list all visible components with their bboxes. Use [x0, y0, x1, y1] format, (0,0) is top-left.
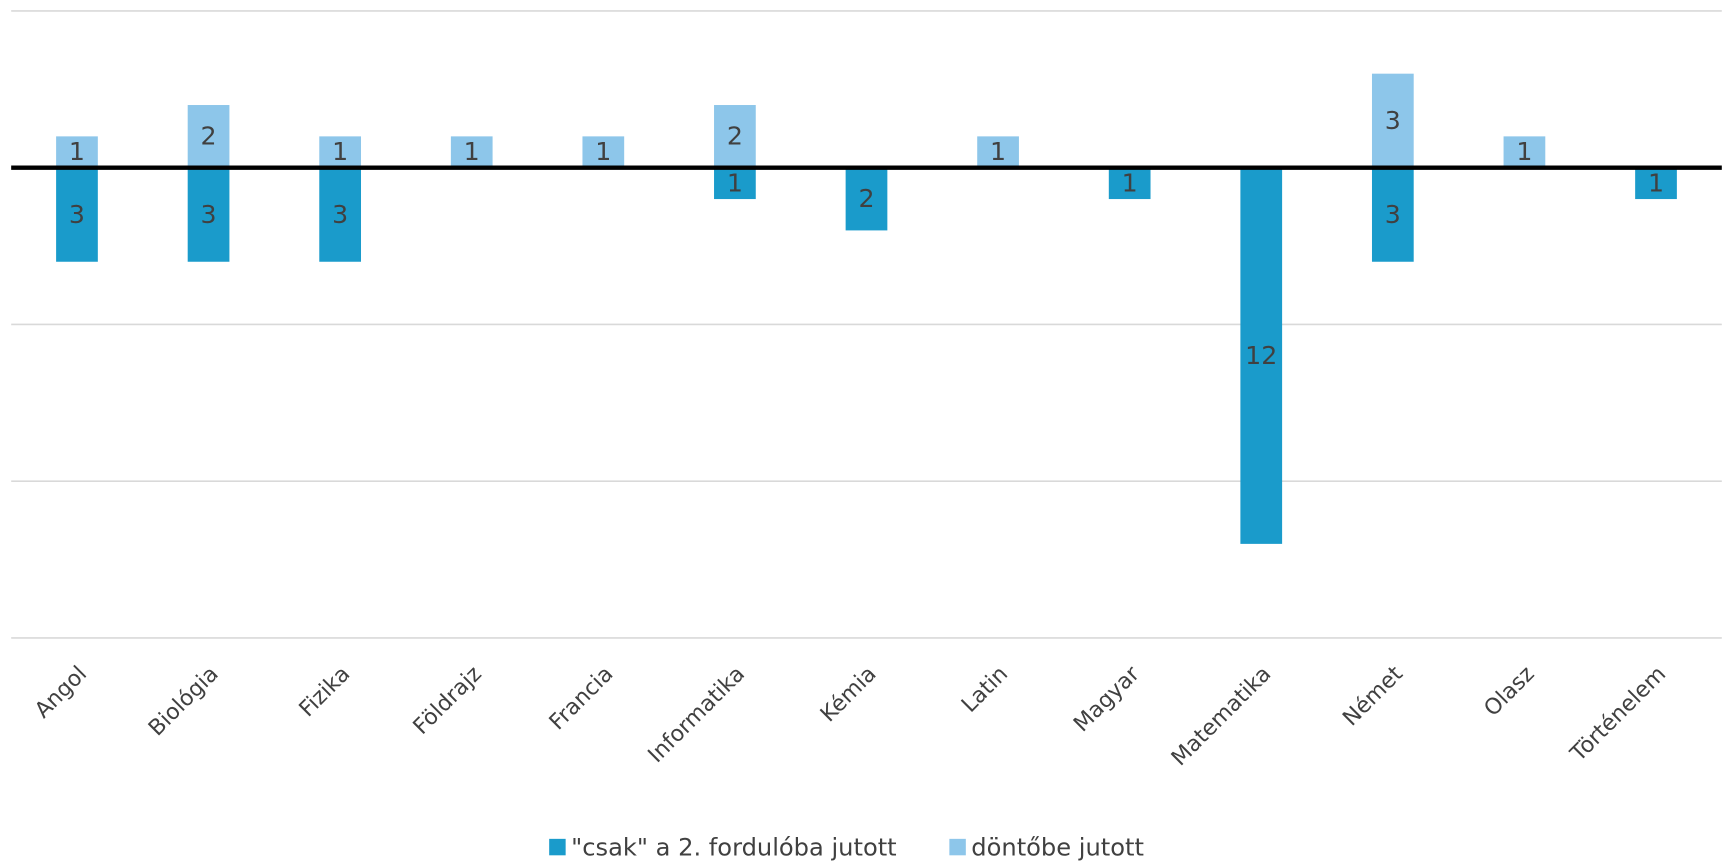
bar: [319, 136, 362, 168]
data-label: 2: [727, 121, 743, 150]
x-tick-label: Földrajz: [409, 662, 487, 740]
data-label: 1: [990, 137, 1006, 166]
data-label: 1: [464, 137, 480, 166]
data-label: 2: [201, 121, 217, 150]
bar: [714, 167, 756, 200]
x-tick-label: Német: [1338, 661, 1408, 731]
bar: [319, 167, 362, 262]
bar: [1503, 136, 1546, 168]
x-tick-label: Matematika: [1167, 662, 1276, 771]
data-label: 3: [201, 200, 217, 229]
bar: [187, 105, 230, 168]
x-tick-label: Olasz: [1480, 662, 1540, 722]
data-label: 3: [1385, 200, 1401, 229]
data-label: 2: [858, 184, 874, 213]
x-tick-label: Fizika: [295, 662, 355, 722]
bar: [977, 136, 1019, 168]
data-label: 1: [332, 137, 348, 166]
bar: [1371, 73, 1414, 168]
x-tick-label: Kémia: [816, 662, 882, 728]
bar: [1108, 167, 1151, 200]
data-label: 12: [1245, 341, 1277, 370]
bar: [1371, 167, 1414, 262]
data-label: 1: [727, 168, 743, 197]
bar: [56, 136, 98, 168]
bar: [1635, 167, 1677, 200]
data-label: 1: [1516, 137, 1532, 166]
x-tick-label: Informatika: [644, 662, 750, 768]
x-tick-label: Történelem: [1565, 662, 1671, 768]
legend-swatch: [949, 838, 966, 856]
x-tick-label: Latin: [957, 662, 1013, 718]
bar: [56, 167, 98, 262]
data-label: 1: [1122, 168, 1138, 197]
legend-label: "csak" a 2. fordulóba jutott: [571, 834, 897, 862]
bar: [187, 167, 230, 262]
data-label: 1: [595, 137, 611, 166]
legend-swatch: [549, 838, 566, 856]
data-label: 1: [1648, 168, 1664, 197]
bar: [450, 136, 493, 168]
bar: [582, 136, 625, 168]
data-label: 3: [332, 200, 348, 229]
x-tick-label: Biológia: [144, 662, 224, 742]
data-label: 1: [69, 137, 85, 166]
legend: "csak" a 2. fordulóba jutott döntőbe juto…: [549, 834, 1144, 862]
bar: [845, 167, 888, 231]
bar: [1240, 167, 1283, 544]
data-label: 3: [1385, 106, 1401, 135]
legend-label: döntőbe jutott: [971, 834, 1144, 862]
x-tick-label: Angol: [30, 662, 92, 724]
bar: [714, 105, 756, 168]
x-tick-label: Francia: [545, 662, 619, 736]
x-tick-label: Magyar: [1069, 661, 1145, 737]
data-label: 3: [69, 200, 85, 229]
